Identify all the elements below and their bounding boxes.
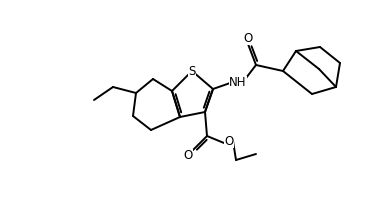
Text: S: S [188, 65, 196, 78]
Text: O: O [243, 32, 253, 45]
Text: O: O [184, 149, 192, 162]
Text: O: O [224, 135, 234, 148]
Text: NH: NH [229, 76, 247, 89]
